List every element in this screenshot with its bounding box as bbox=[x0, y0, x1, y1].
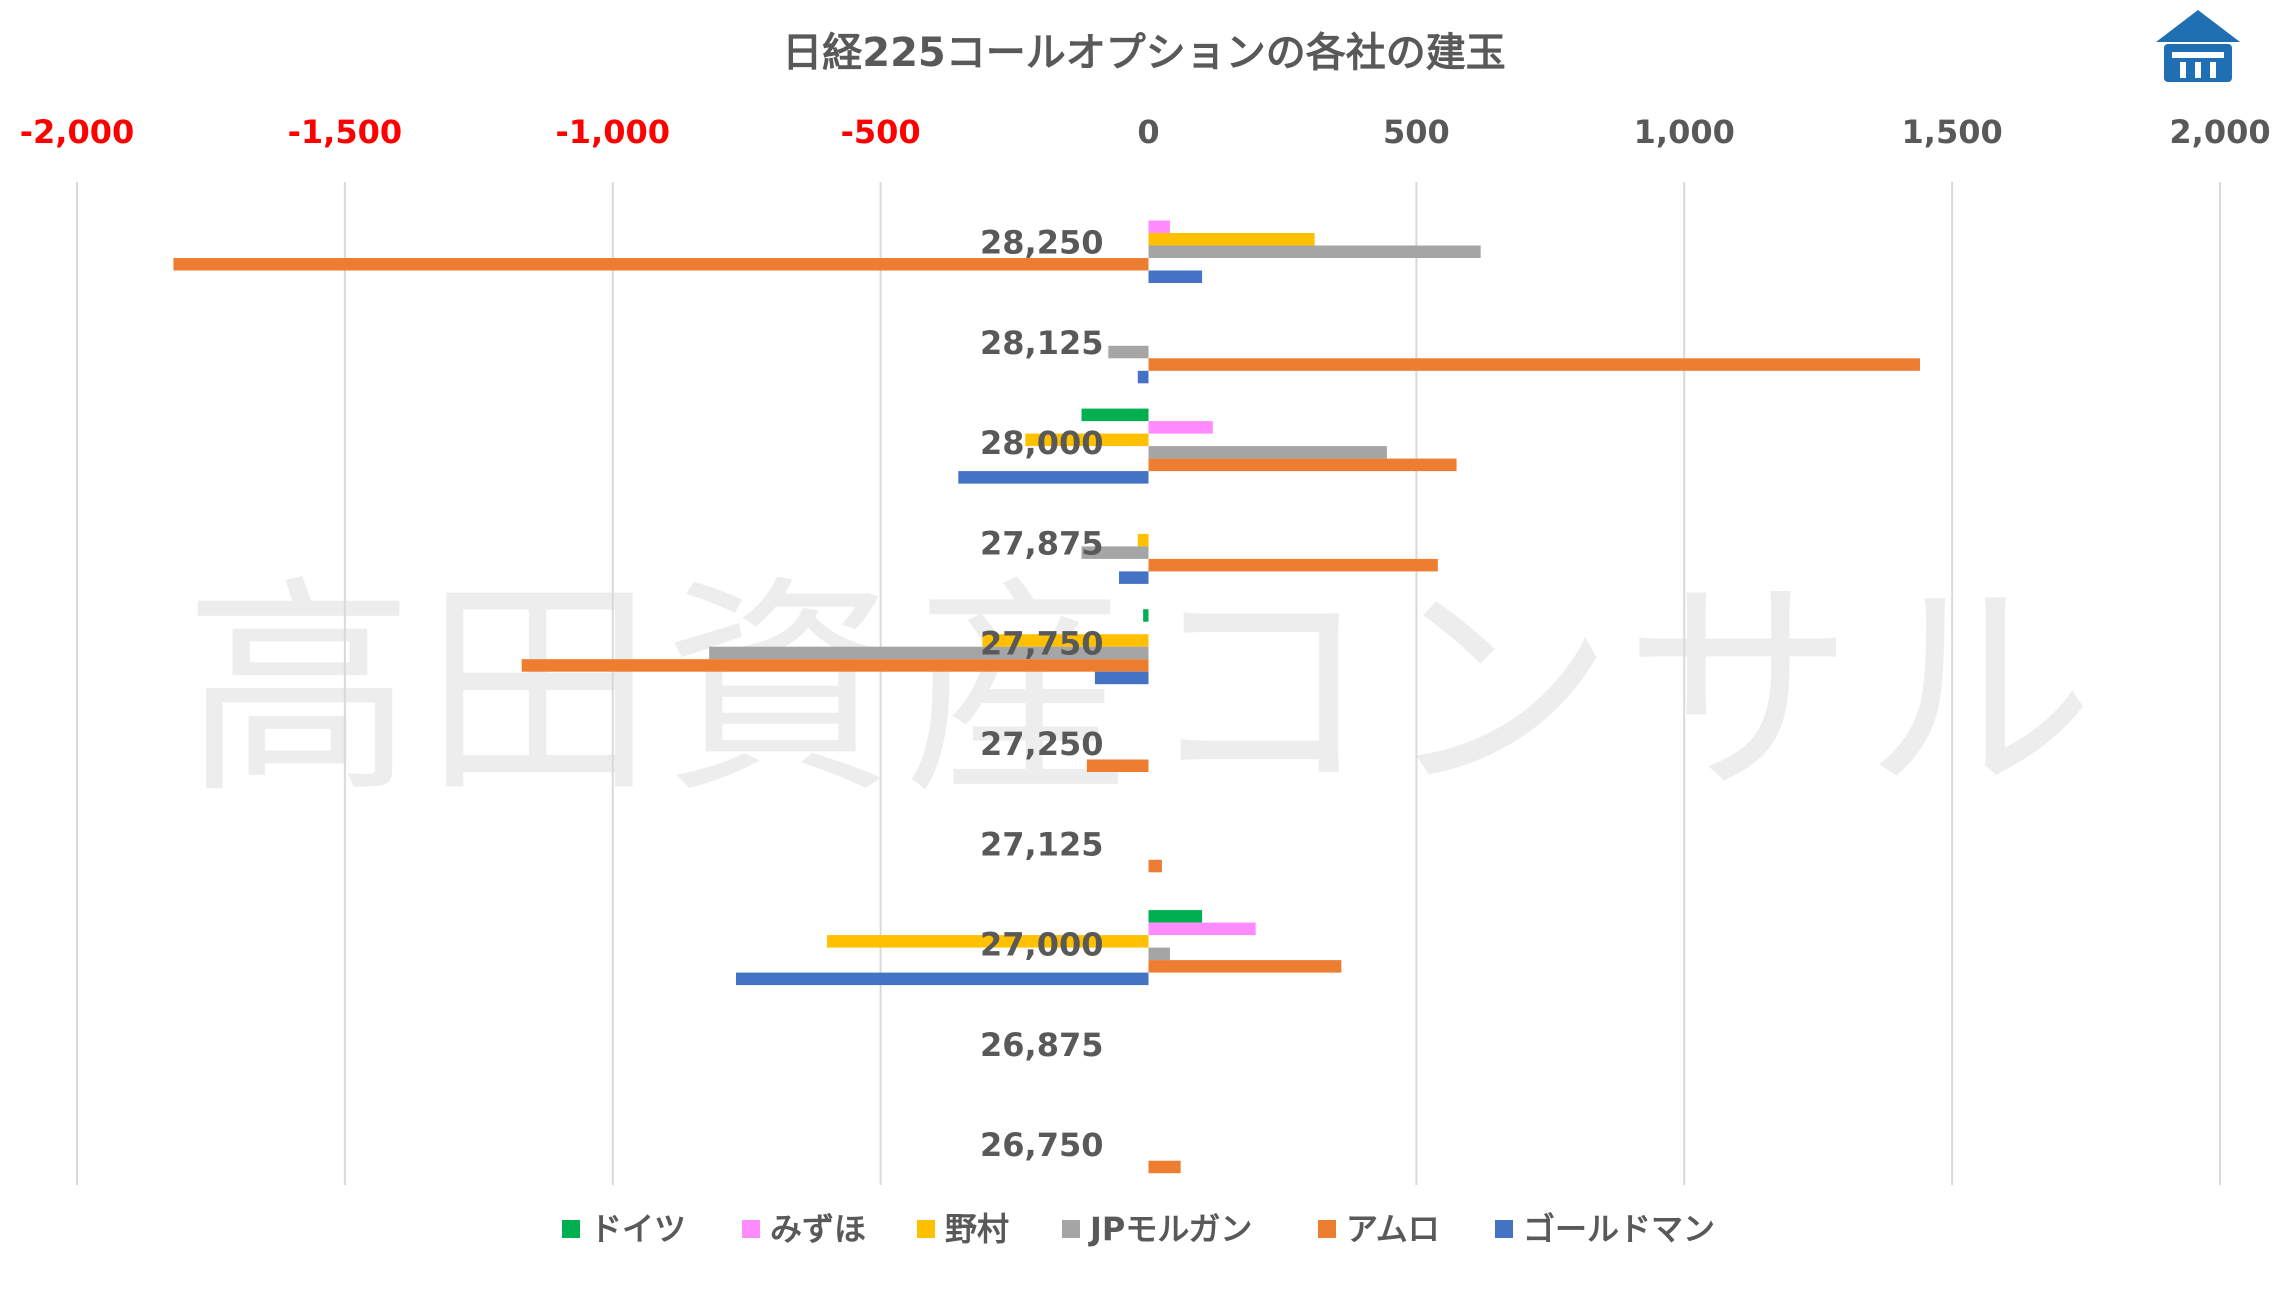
logo-pillar-icon bbox=[2180, 62, 2186, 78]
bar-ゴールドマン-28,000 bbox=[958, 471, 1149, 484]
bar-ドイツ-27,000 bbox=[1148, 910, 1203, 923]
category-label: 26,750 bbox=[980, 1126, 1103, 1164]
logo-stripe-icon bbox=[2172, 52, 2224, 58]
logo-pillar-icon bbox=[2195, 62, 2201, 78]
logo-roof-icon bbox=[2156, 10, 2240, 42]
category-label: 28,000 bbox=[980, 424, 1103, 462]
bar-JPモルガン-27,750 bbox=[709, 646, 1149, 660]
x-tick-label: 0 bbox=[1137, 113, 1159, 151]
x-tick-label: 1,000 bbox=[1634, 113, 1735, 151]
legend-swatch bbox=[1495, 1220, 1513, 1238]
bar-アムロ-27,125 bbox=[1148, 859, 1162, 873]
bar-ゴールドマン-27,875 bbox=[1119, 571, 1149, 584]
legend-label: JPモルガン bbox=[1088, 1210, 1252, 1248]
bar-アムロ-28,000 bbox=[1148, 458, 1457, 472]
category-label: 27,125 bbox=[980, 825, 1103, 863]
bar-野村-28,250 bbox=[1148, 233, 1315, 246]
bar-アムロ-27,875 bbox=[1148, 558, 1438, 572]
legend-swatch bbox=[742, 1220, 760, 1238]
legend-label: ゴールドマン bbox=[1523, 1210, 1715, 1248]
category-label: 27,250 bbox=[980, 725, 1103, 763]
bar-ゴールドマン-27,000 bbox=[735, 972, 1149, 986]
bar-野村-27,750 bbox=[982, 634, 1149, 647]
bar-ゴールドマン-28,250 bbox=[1148, 270, 1203, 283]
legend-swatch bbox=[1062, 1220, 1080, 1238]
category-label: 27,000 bbox=[980, 926, 1103, 964]
x-tick-label: 1,500 bbox=[1902, 113, 2003, 151]
x-tick-label: 500 bbox=[1383, 113, 1450, 151]
legend-label: アムロ bbox=[1346, 1210, 1440, 1248]
category-label: 28,125 bbox=[980, 324, 1103, 362]
legend-label: みずほ bbox=[770, 1210, 866, 1248]
bar-JPモルガン-28,125 bbox=[1108, 345, 1149, 359]
bar-アムロ-26,750 bbox=[1148, 1160, 1181, 1174]
bar-ゴールドマン-27,750 bbox=[1094, 671, 1149, 685]
bar-ドイツ-27,750 bbox=[1143, 609, 1149, 622]
bar-みずほ-28,250 bbox=[1148, 220, 1170, 233]
bar-野村-27,000 bbox=[827, 935, 1149, 948]
bar-JPモルガン-27,000 bbox=[1148, 947, 1170, 961]
logo-pillar-icon bbox=[2210, 62, 2216, 78]
x-tick-label: -2,000 bbox=[20, 113, 135, 151]
category-label: 26,875 bbox=[980, 1026, 1103, 1064]
bar-アムロ-28,125 bbox=[1148, 358, 1920, 371]
x-tick-label: -500 bbox=[841, 113, 921, 151]
legend-label: ドイツ bbox=[590, 1210, 686, 1248]
bar-JPモルガン-28,000 bbox=[1148, 446, 1387, 459]
bar-野村-28,000 bbox=[1025, 433, 1149, 447]
category-label: 27,875 bbox=[980, 524, 1103, 562]
category-label: 28,250 bbox=[980, 224, 1103, 262]
legend-swatch bbox=[562, 1220, 580, 1238]
x-tick-label: -1,500 bbox=[288, 113, 403, 151]
legend-swatch bbox=[917, 1220, 935, 1238]
bar-アムロ-27,000 bbox=[1148, 960, 1342, 973]
bar-JPモルガン-27,875 bbox=[1081, 546, 1149, 559]
bar-ゴールドマン-28,125 bbox=[1137, 370, 1149, 384]
watermark-text: 高田資産コンサル bbox=[184, 558, 2104, 825]
bar-みずほ-28,000 bbox=[1148, 421, 1213, 434]
x-tick-label: 2,000 bbox=[2169, 113, 2270, 151]
x-tick-label: -1,000 bbox=[556, 113, 671, 151]
bar-アムロ-27,750 bbox=[521, 659, 1149, 672]
bar-野村-27,875 bbox=[1137, 533, 1149, 547]
bar-アムロ-28,250 bbox=[173, 258, 1149, 271]
bar-アムロ-27,250 bbox=[1086, 759, 1149, 772]
bar-JPモルガン-28,250 bbox=[1148, 245, 1481, 258]
bar-ドイツ-28,000 bbox=[1081, 408, 1149, 422]
bar-みずほ-27,000 bbox=[1148, 922, 1256, 936]
legend-label: 野村 bbox=[945, 1210, 1009, 1248]
chart-title: 日経225コールオプションの各社の建玉 bbox=[782, 30, 1506, 76]
category-label: 27,750 bbox=[980, 625, 1103, 663]
legend-swatch bbox=[1318, 1220, 1336, 1238]
